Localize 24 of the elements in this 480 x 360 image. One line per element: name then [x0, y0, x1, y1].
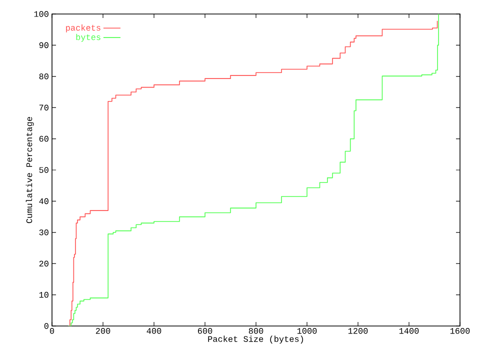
x-tick-label: 600 — [198, 328, 212, 334]
y-tick-label: 50 — [39, 167, 48, 173]
y-tick-label: 0 — [44, 323, 48, 329]
legend-label: bytes — [76, 34, 100, 42]
x-tick-label: 1600 — [450, 328, 470, 334]
y-tick-label: 60 — [39, 136, 48, 142]
legend-label: packets — [66, 24, 100, 32]
x-tick-label: 1200 — [348, 328, 368, 334]
y-axis-title: Cumulative Percentage — [26, 117, 34, 224]
y-tick-label: 100 — [34, 11, 48, 17]
y-tick-label: 20 — [39, 260, 48, 266]
y-tick-label: 80 — [39, 74, 48, 80]
y-tick-label: 30 — [39, 230, 48, 236]
y-tick-label: 10 — [39, 292, 48, 298]
x-tick-label: 400 — [146, 328, 162, 334]
y-tick-label: 90 — [39, 42, 48, 48]
x-tick-label: 800 — [248, 328, 264, 334]
x-tick-label: 0 — [50, 328, 54, 334]
y-tick-label: 40 — [39, 198, 48, 204]
x-tick-label: 1000 — [297, 328, 317, 334]
x-axis-title: Packet Size (bytes) — [208, 336, 304, 344]
x-tick-label: 200 — [96, 328, 110, 334]
y-tick-label: 70 — [39, 104, 48, 110]
x-tick-label: 1400 — [399, 328, 419, 334]
